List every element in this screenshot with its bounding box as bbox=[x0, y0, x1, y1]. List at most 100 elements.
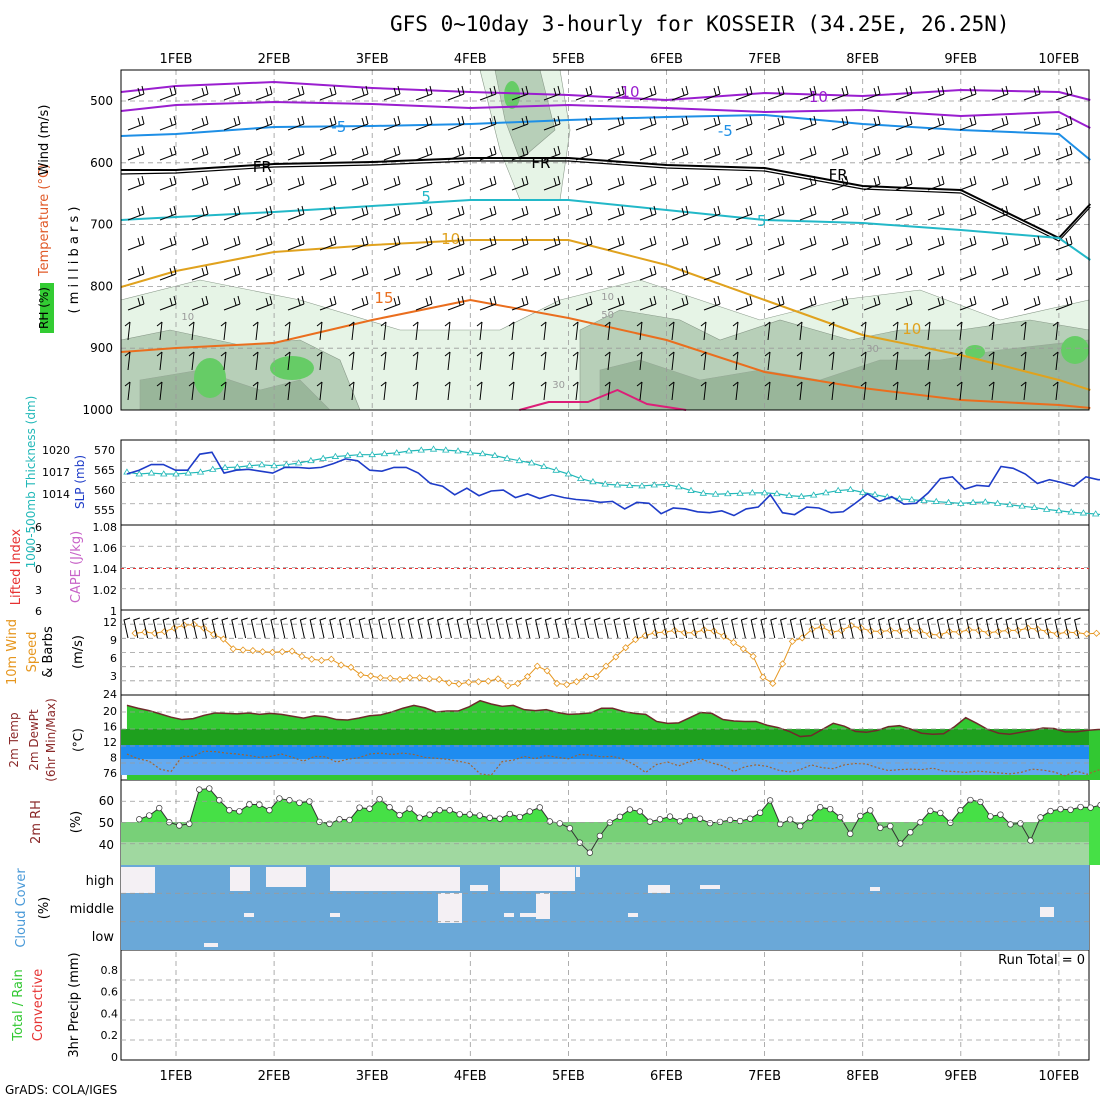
wind-barb bbox=[540, 351, 547, 371]
wind-barb bbox=[604, 321, 611, 341]
rh-point bbox=[736, 817, 744, 825]
surface-wind-barb bbox=[985, 617, 993, 639]
wind-barb bbox=[863, 175, 881, 191]
surface-wind-barb bbox=[476, 617, 483, 639]
wind-barb bbox=[671, 175, 689, 191]
wind-barb bbox=[255, 175, 273, 191]
temp-contour-5 bbox=[121, 199, 1091, 261]
surface-wind-barb bbox=[535, 617, 542, 639]
wind-barb bbox=[1055, 145, 1073, 161]
surface-wind-barb bbox=[711, 617, 719, 639]
wind-barb bbox=[351, 115, 369, 131]
wind-barb bbox=[828, 381, 835, 401]
wind-barb bbox=[159, 175, 177, 191]
wind-barb bbox=[895, 85, 913, 101]
rh-point bbox=[276, 795, 283, 802]
wind-barb bbox=[607, 115, 625, 131]
contour-label: 15 bbox=[374, 289, 393, 307]
wind-barb bbox=[639, 85, 657, 101]
surface-wind-barb bbox=[182, 617, 189, 639]
thickness-point bbox=[846, 485, 855, 493]
wind-barb bbox=[703, 265, 721, 281]
rh-point bbox=[286, 797, 293, 804]
wind-speed-point bbox=[926, 630, 934, 638]
rh-point bbox=[887, 822, 894, 830]
wind-speed-point bbox=[788, 637, 796, 645]
thickness-point bbox=[270, 461, 278, 469]
thickness-point bbox=[294, 459, 303, 466]
wind-speed-point bbox=[357, 671, 365, 679]
surface-wind-barb bbox=[339, 617, 346, 639]
dewpt-line bbox=[126, 750, 1100, 777]
top-date-label: 8FEB bbox=[846, 52, 879, 67]
wind-barb bbox=[575, 85, 593, 101]
wind-barb bbox=[383, 235, 401, 251]
thickness-point bbox=[1006, 501, 1014, 508]
thickness-point bbox=[699, 489, 707, 496]
wind-barb bbox=[287, 175, 305, 191]
thickness-point bbox=[944, 498, 953, 505]
rh-point bbox=[1037, 814, 1044, 821]
wind-barb bbox=[892, 381, 899, 401]
surface-wind-barb bbox=[172, 617, 180, 639]
wind-ylabel-line: 10m Wind bbox=[5, 619, 20, 685]
wind-barb bbox=[575, 175, 593, 191]
wind-barb bbox=[1023, 295, 1041, 311]
wind-barb bbox=[220, 351, 227, 371]
wind-barb bbox=[639, 235, 657, 251]
thickness-point bbox=[809, 491, 818, 498]
surface-wind-barb bbox=[662, 617, 670, 639]
rh-tick: 50 bbox=[99, 816, 114, 830]
rh-point bbox=[556, 820, 563, 827]
rh-point bbox=[176, 822, 183, 829]
surface-wind-barb bbox=[642, 617, 650, 639]
wind-barb bbox=[892, 351, 899, 371]
wind-barb bbox=[255, 115, 273, 131]
thickness-point bbox=[429, 445, 438, 452]
wind-speed-point bbox=[955, 628, 963, 636]
wind-barb bbox=[351, 235, 369, 251]
wind-barb bbox=[799, 265, 817, 281]
wind-barb bbox=[636, 321, 643, 341]
rh-green-spot bbox=[194, 358, 226, 398]
surface-wind-barb bbox=[123, 617, 131, 639]
rh-point bbox=[456, 811, 463, 818]
wind-barb bbox=[831, 115, 849, 131]
wind-ylabel-line: Speed bbox=[25, 632, 40, 673]
lifted-index-tick: -3 bbox=[31, 542, 42, 555]
wind-speed-point bbox=[337, 661, 345, 669]
wind-barb bbox=[284, 351, 291, 371]
thickness-point bbox=[920, 496, 928, 504]
wind-barb bbox=[991, 175, 1009, 191]
rh-point bbox=[1067, 806, 1074, 813]
rh-point bbox=[546, 818, 553, 825]
surface-wind-barb bbox=[1054, 617, 1062, 639]
wind-barb bbox=[543, 85, 561, 101]
wind-barb bbox=[255, 265, 273, 281]
thickness-point bbox=[172, 470, 180, 477]
surface-wind-barb bbox=[486, 617, 493, 639]
wind-barb bbox=[575, 205, 593, 221]
panel-frame-precip bbox=[120, 949, 1090, 1061]
wind-barb bbox=[511, 205, 529, 221]
rh-point bbox=[927, 807, 934, 814]
rh-point bbox=[1047, 807, 1054, 815]
rh-point bbox=[386, 804, 393, 811]
thickness-point bbox=[1067, 508, 1075, 515]
wind-barb bbox=[991, 235, 1009, 251]
wind-speed-point bbox=[484, 677, 492, 685]
thickness-point bbox=[993, 499, 1002, 506]
wind-barb bbox=[252, 381, 259, 401]
thickness-point bbox=[1055, 506, 1063, 514]
rh-point bbox=[666, 813, 674, 820]
temp-contour-minus10 bbox=[120, 81, 1091, 101]
cloud-ylabel: Cloud Cover bbox=[14, 868, 29, 948]
contour-label: -5 bbox=[718, 122, 733, 140]
wind-speed-point bbox=[435, 675, 443, 683]
wind-speed-point bbox=[779, 660, 787, 668]
wind-barb bbox=[927, 205, 945, 221]
contour-label: FR bbox=[253, 158, 272, 176]
top-date-label: 9FEB bbox=[944, 52, 977, 67]
surface-wind-barb bbox=[780, 617, 787, 639]
